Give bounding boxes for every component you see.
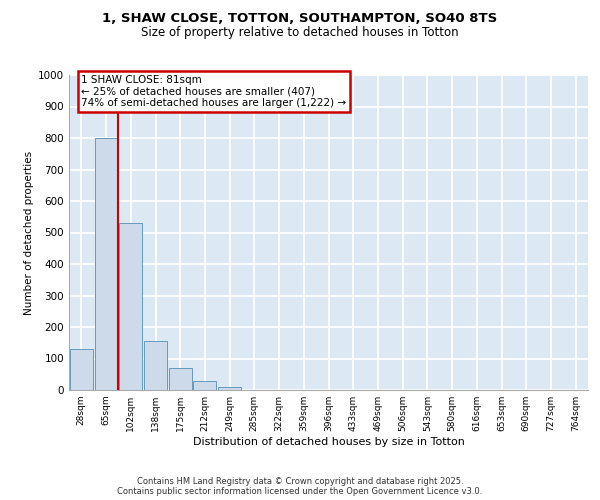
X-axis label: Distribution of detached houses by size in Totton: Distribution of detached houses by size … [193, 437, 464, 447]
Bar [119, 223, 142, 390]
Bar [95, 138, 118, 390]
Text: 1 SHAW CLOSE: 81sqm
← 25% of detached houses are smaller (407)
74% of semi-detac: 1 SHAW CLOSE: 81sqm ← 25% of detached ho… [82, 75, 346, 108]
Text: Contains HM Land Registry data © Crown copyright and database right 2025.
Contai: Contains HM Land Registry data © Crown c… [118, 476, 482, 496]
Bar [169, 368, 192, 390]
Bar [193, 380, 217, 390]
Text: Size of property relative to detached houses in Totton: Size of property relative to detached ho… [141, 26, 459, 39]
Bar [70, 349, 93, 390]
Y-axis label: Number of detached properties: Number of detached properties [24, 150, 34, 314]
Bar [218, 387, 241, 390]
Text: 1, SHAW CLOSE, TOTTON, SOUTHAMPTON, SO40 8TS: 1, SHAW CLOSE, TOTTON, SOUTHAMPTON, SO40… [103, 12, 497, 26]
Bar [144, 341, 167, 390]
